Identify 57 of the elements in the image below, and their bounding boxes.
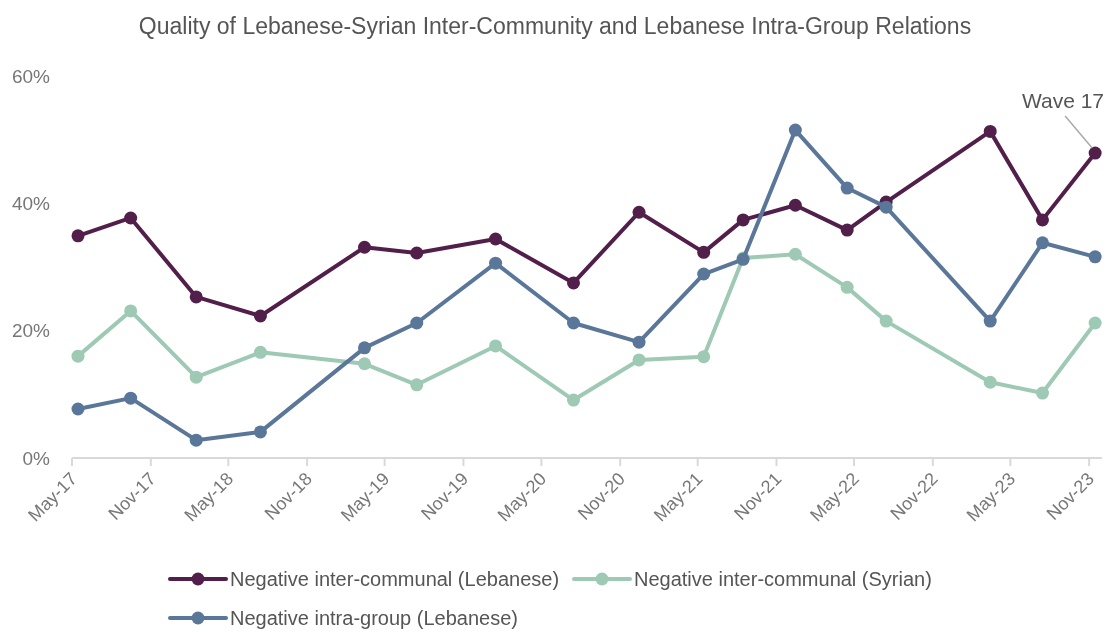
point [697, 267, 711, 281]
point [253, 345, 267, 359]
point [358, 240, 372, 254]
point [567, 316, 581, 330]
point [410, 316, 424, 330]
point [697, 350, 711, 364]
point [736, 213, 750, 227]
legend-label: Negative inter-communal (Syrian) [634, 568, 932, 590]
point [788, 198, 802, 212]
point [410, 378, 424, 392]
point [1088, 146, 1102, 160]
legend-label: Negative inter-communal (Lebanese) [230, 568, 560, 590]
point [71, 349, 85, 363]
chart-title: Quality of Lebanese-Syrian Inter-Community and Lebanese Intra-Group Relations [138, 13, 972, 39]
point [1088, 316, 1102, 330]
point [124, 304, 138, 318]
point [1088, 250, 1102, 264]
point [840, 223, 854, 237]
point [879, 200, 893, 214]
y-tick-label: 0% [22, 447, 51, 469]
point [788, 247, 802, 261]
point [632, 335, 646, 349]
point [632, 205, 646, 219]
point [189, 433, 203, 447]
point [410, 246, 424, 260]
point [71, 229, 85, 243]
y-tick-label: 20% [11, 320, 51, 342]
point [124, 211, 138, 225]
point [489, 256, 503, 270]
point [983, 375, 997, 389]
point [489, 339, 503, 353]
point [124, 391, 138, 405]
point [253, 425, 267, 439]
point [983, 124, 997, 138]
point [358, 341, 372, 355]
point [358, 357, 372, 371]
point [189, 370, 203, 384]
point [788, 123, 802, 137]
legend-label: Negative intra-group (Lebanese) [230, 607, 518, 629]
point [840, 181, 854, 195]
point [1035, 213, 1049, 227]
point [567, 393, 581, 407]
point [983, 314, 997, 328]
point [879, 314, 893, 328]
point [189, 290, 203, 304]
point [697, 245, 711, 259]
y-tick-label: 60% [11, 65, 51, 87]
y-tick-label: 40% [11, 192, 51, 214]
annotation: Wave 17 [1021, 89, 1104, 113]
point [1035, 236, 1049, 250]
point [489, 232, 503, 246]
point [253, 309, 267, 323]
point [632, 353, 646, 367]
point [840, 280, 854, 294]
point [567, 276, 581, 290]
point [1035, 386, 1049, 400]
point [71, 402, 85, 416]
